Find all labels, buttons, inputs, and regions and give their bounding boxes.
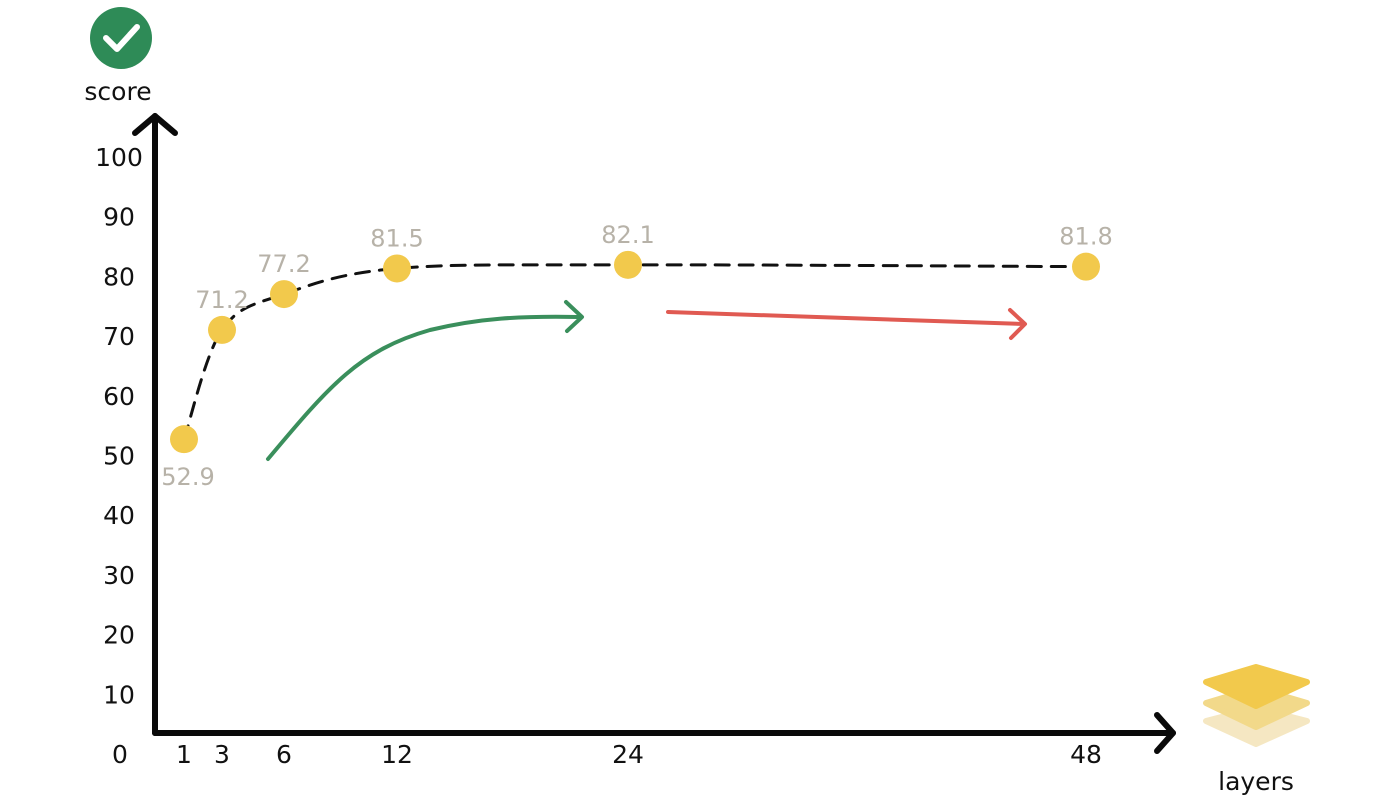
- data-points: [170, 250, 1100, 454]
- y-tick-label: 10: [103, 680, 135, 709]
- data-label: 81.8: [1059, 223, 1112, 251]
- y-tick-label: 80: [103, 262, 135, 291]
- trend-arrow-flat: [666, 308, 1027, 340]
- series-line: [182, 263, 1088, 441]
- data-point: [208, 315, 236, 344]
- x-tick-label: 6: [276, 740, 292, 769]
- y-axis-arrowhead: [132, 113, 178, 136]
- data-point: [383, 254, 411, 283]
- data-point: [270, 280, 298, 309]
- data-label: 81.5: [370, 224, 423, 252]
- x-tick-label: 12: [381, 740, 413, 769]
- data-label: 71.2: [195, 286, 248, 314]
- x-tick-labels: 1 3 6 12 24 48: [176, 740, 1102, 769]
- axes: [132, 113, 1176, 754]
- y-tick-label: 90: [103, 203, 135, 232]
- data-label: 82.1: [601, 221, 654, 249]
- y-axis-title: score: [84, 77, 151, 106]
- y-tick-label: 0: [112, 740, 128, 769]
- y-tick-label: 20: [103, 621, 135, 650]
- x-tick-label: 24: [612, 740, 644, 769]
- y-tick-label: 100: [95, 143, 143, 172]
- y-tick-label: 50: [103, 442, 135, 471]
- y-tick-label: 40: [103, 501, 135, 530]
- y-tick-label: 30: [103, 561, 135, 590]
- x-tick-label: 48: [1070, 740, 1102, 769]
- y-tick-label: 60: [103, 382, 135, 411]
- data-point: [614, 250, 642, 279]
- data-point: [1072, 252, 1100, 281]
- y-tick-labels: 0 10 20 30 40 50 60 70 80 90 100: [95, 143, 143, 769]
- x-axis-title: layers: [1218, 767, 1294, 796]
- x-axis-arrowhead: [1154, 712, 1176, 754]
- data-point: [170, 425, 198, 454]
- x-tick-label: 3: [214, 740, 230, 769]
- data-label: 52.9: [161, 463, 214, 491]
- layers-stack-icon: [1203, 664, 1310, 747]
- data-label: 77.2: [257, 250, 310, 278]
- trend-arrow-up: [266, 300, 584, 461]
- data-labels: 52.9 71.2 77.2 81.5 82.1 81.8: [161, 221, 1112, 491]
- y-tick-label: 70: [103, 322, 135, 351]
- check-circle-icon: [90, 7, 152, 69]
- x-tick-label: 1: [176, 740, 192, 769]
- series-dashed-line: [182, 263, 1088, 441]
